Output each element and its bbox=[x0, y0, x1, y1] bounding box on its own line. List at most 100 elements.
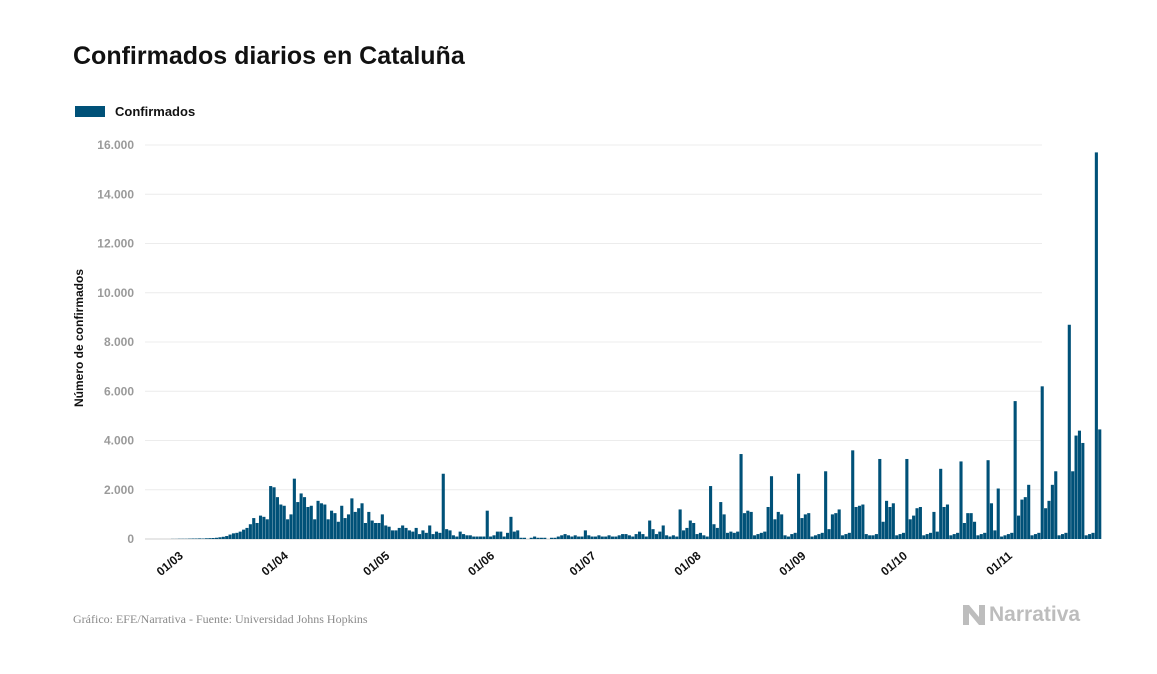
bar bbox=[698, 532, 702, 539]
bar bbox=[712, 524, 716, 539]
bar bbox=[844, 534, 848, 539]
bar bbox=[891, 503, 895, 539]
bar bbox=[495, 531, 499, 539]
bar bbox=[580, 536, 584, 539]
bar bbox=[729, 531, 733, 539]
bar bbox=[634, 534, 638, 539]
bar bbox=[607, 535, 611, 539]
bar bbox=[262, 516, 266, 539]
bar bbox=[824, 471, 828, 539]
bar bbox=[577, 536, 581, 539]
bar bbox=[996, 488, 1000, 539]
bar bbox=[289, 514, 293, 540]
x-tick-label: 01/07 bbox=[567, 548, 599, 578]
bar bbox=[323, 504, 327, 539]
bar bbox=[248, 524, 252, 539]
bar bbox=[539, 537, 543, 539]
bar bbox=[509, 516, 513, 539]
source-footer: Gráfico: EFE/Narrativa - Fuente: Univers… bbox=[73, 612, 368, 626]
bar bbox=[1010, 532, 1014, 539]
bar bbox=[722, 514, 726, 540]
bar bbox=[830, 514, 834, 540]
bar bbox=[793, 532, 797, 539]
bar bbox=[204, 538, 208, 539]
bar bbox=[881, 521, 885, 539]
bar bbox=[367, 511, 371, 539]
bar bbox=[468, 535, 472, 539]
bar bbox=[800, 518, 804, 539]
bar bbox=[627, 535, 631, 539]
bar bbox=[949, 535, 953, 539]
y-tick-label: 10.000 bbox=[97, 286, 134, 300]
bar bbox=[543, 537, 547, 539]
bar bbox=[1000, 536, 1004, 539]
bar bbox=[462, 534, 466, 539]
bar bbox=[895, 535, 899, 539]
bar bbox=[1054, 471, 1058, 539]
bar bbox=[522, 537, 527, 539]
bar bbox=[1088, 534, 1092, 539]
bar bbox=[1081, 442, 1085, 539]
x-tick-label: 01/03 bbox=[154, 548, 186, 578]
bar bbox=[658, 531, 662, 539]
bar bbox=[357, 508, 361, 539]
bar bbox=[590, 536, 594, 539]
bar bbox=[214, 537, 219, 539]
bar bbox=[529, 537, 533, 539]
bar bbox=[989, 503, 994, 539]
bar bbox=[678, 509, 682, 539]
bar bbox=[932, 511, 936, 539]
bar bbox=[1071, 471, 1075, 539]
bar bbox=[803, 514, 807, 540]
bar bbox=[1064, 532, 1068, 539]
bar bbox=[438, 532, 442, 539]
bar bbox=[644, 536, 648, 539]
chart-title: Confirmados diarios en Cataluña bbox=[73, 42, 465, 70]
narrativa-logo-icon bbox=[963, 605, 985, 625]
bar bbox=[976, 535, 980, 539]
bar bbox=[671, 535, 675, 539]
bar bbox=[593, 536, 598, 539]
bar bbox=[807, 513, 811, 539]
bar bbox=[905, 458, 909, 539]
bar bbox=[841, 535, 845, 539]
bar bbox=[553, 537, 557, 539]
bar bbox=[1044, 508, 1048, 539]
bar bbox=[736, 531, 740, 539]
bar bbox=[648, 520, 652, 539]
bar bbox=[587, 535, 591, 539]
bar bbox=[908, 519, 912, 539]
bar bbox=[945, 504, 950, 539]
bars bbox=[170, 152, 1102, 540]
bar bbox=[258, 515, 263, 539]
bar bbox=[560, 535, 564, 539]
bar bbox=[218, 537, 222, 539]
bar bbox=[333, 513, 337, 539]
bar bbox=[661, 525, 665, 539]
bar bbox=[326, 519, 330, 539]
bar bbox=[732, 532, 736, 539]
bar bbox=[1016, 515, 1021, 539]
bar bbox=[489, 536, 493, 539]
bar bbox=[749, 511, 753, 539]
bar bbox=[709, 486, 713, 539]
bar bbox=[898, 534, 902, 539]
bar bbox=[428, 525, 432, 539]
bar bbox=[563, 534, 567, 539]
x-tick-label: 01/11 bbox=[983, 548, 1015, 578]
bar bbox=[374, 522, 378, 539]
bar bbox=[377, 522, 381, 539]
y-tick-label: 12.000 bbox=[97, 237, 134, 251]
bar bbox=[1098, 429, 1102, 539]
bar bbox=[269, 486, 273, 539]
y-tick-label: 6.000 bbox=[104, 384, 134, 398]
y-tick-label: 14.000 bbox=[97, 187, 134, 201]
bar bbox=[330, 510, 334, 539]
bar bbox=[519, 537, 523, 539]
x-axis-ticks: 01/03 01/04 01/05 01/06 01/07 01/08 01/09 01/10… bbox=[154, 548, 1015, 578]
y-axis-ticks: 0 2.000 4.000 6.000 8.000 10.000 12.000 14.000 1… bbox=[97, 138, 134, 546]
bar bbox=[617, 535, 621, 539]
bar bbox=[401, 525, 405, 539]
bar bbox=[834, 513, 838, 539]
